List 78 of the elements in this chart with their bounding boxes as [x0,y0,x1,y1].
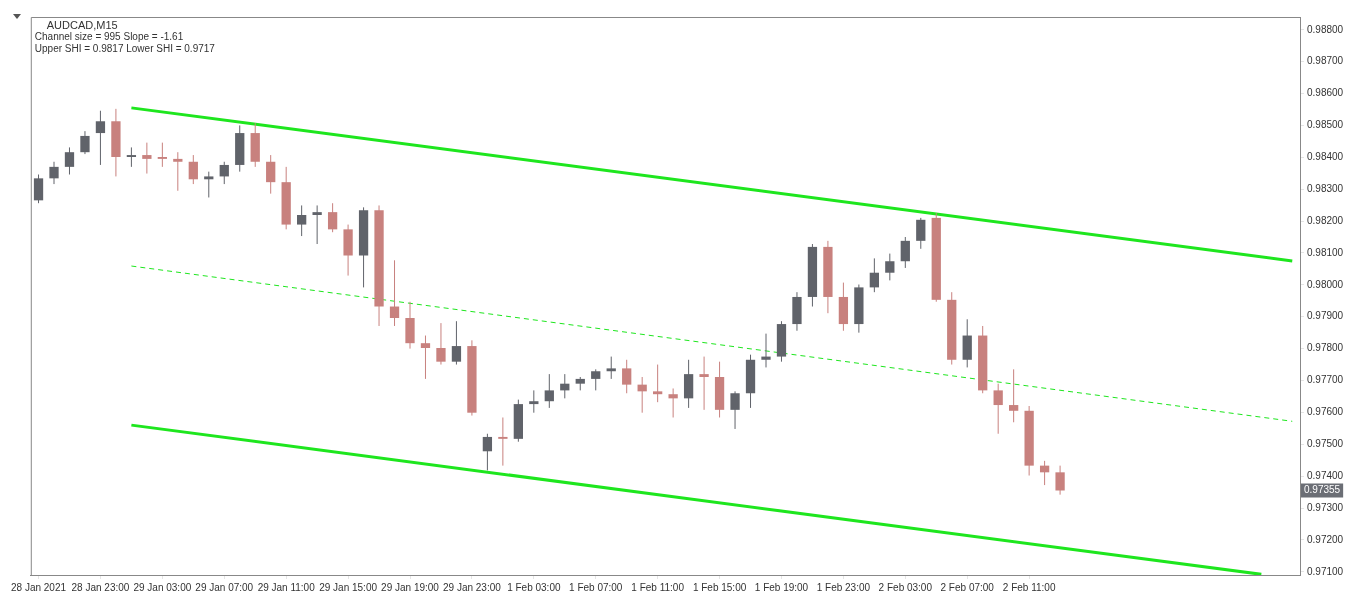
candlestick [33,174,44,204]
x-tick-label: 29 Jan 03:00 [133,581,192,593]
x-tick-label: 1 Feb 03:00 [507,581,561,593]
x-tick-label: 1 Feb 11:00 [631,581,685,593]
candlestick [297,204,307,237]
y-tick-label: 0.98200 [1307,214,1344,226]
candlestick [142,142,152,175]
candlestick [606,356,616,380]
candlestick [389,259,400,327]
candlestick [591,368,601,391]
y-tick-label: 0.98100 [1307,246,1344,258]
x-tick-label: 2 Feb 07:00 [940,581,995,593]
x-tick-label: 2 Feb 11:00 [1002,581,1056,593]
candlestick [498,416,508,467]
candlestick [544,373,554,409]
annotation: 0.97355 [1304,484,1341,496]
candlestick [64,146,75,176]
candlestick [622,359,632,394]
x-tick-label: 29 Jan 15:00 [319,581,378,593]
y-tick-label: 0.98000 [1307,278,1344,290]
y-tick-label: 0.97900 [1307,310,1344,322]
x-tick-label: 29 Jan 07:00 [195,581,254,593]
y-tick-label: 0.97600 [1307,406,1344,418]
x-tick-label: 1 Feb 23:00 [816,581,871,593]
chart-title: AUDCAD,M15 [46,18,118,31]
candlestick [653,364,663,403]
candlestick [993,383,1003,435]
annotation: Upper SHI = 0.9817 Lower SHI = 0.9717 [34,42,216,54]
candlestick [668,387,678,418]
candlestick [885,253,895,281]
candlestick [900,236,910,269]
y-tick-label: 0.98400 [1307,151,1344,163]
candlestick [49,161,59,185]
y-tick-label: 0.97800 [1307,342,1344,354]
candlestick [188,154,198,185]
candlestick [126,146,137,168]
candlestick [761,333,771,368]
x-tick-label: 29 Jan 11:00 [257,581,316,593]
x-tick-label: 29 Jan 23:00 [443,581,502,593]
candlestick [327,202,338,233]
candlestick [436,322,446,366]
candlestick [204,171,214,198]
candlestick [916,217,926,250]
candlestick [219,161,229,185]
x-tick-label: 1 Feb 15:00 [692,581,747,593]
candlestick [95,110,106,166]
y-tick-label: 0.98300 [1307,182,1344,194]
candlestick [80,130,90,155]
candlestick [312,204,322,245]
x-tick-label: 28 Jan 23:00 [71,581,130,593]
candlestick [482,433,493,471]
candlestick [529,389,539,414]
candlestick [173,151,183,192]
y-tick-label: 0.97100 [1307,565,1344,577]
y-tick-label: 0.98600 [1307,87,1344,99]
annotation: Channel size = 995 Slope = -1.61 [34,30,184,42]
candlestick [699,356,709,411]
candlestick [1009,368,1019,423]
x-tick-label: 1 Feb 19:00 [754,581,809,593]
candlestick [157,142,167,168]
y-tick-label: 0.97200 [1307,533,1344,545]
y-tick-label: 0.97500 [1307,438,1344,450]
y-tick-label: 0.97400 [1307,469,1344,481]
candlestick [869,257,879,293]
y-tick-label: 0.98700 [1307,55,1344,67]
candlestick [1055,465,1065,496]
candlestick [451,320,462,366]
y-tick-label: 0.97300 [1307,501,1344,513]
candlestick [266,154,276,195]
candlestick [420,335,431,380]
x-tick-label: 29 Jan 19:00 [381,581,440,593]
y-tick-label: 0.97700 [1307,374,1344,386]
y-tick-label: 0.98800 [1307,23,1344,35]
y-tick-label: 0.98500 [1307,119,1344,131]
x-tick-label: 28 Jan 2021 [10,581,67,593]
candlestick [730,390,740,430]
x-tick-label: 1 Feb 07:00 [569,581,623,593]
x-tick-label: 2 Feb 03:00 [878,581,933,593]
